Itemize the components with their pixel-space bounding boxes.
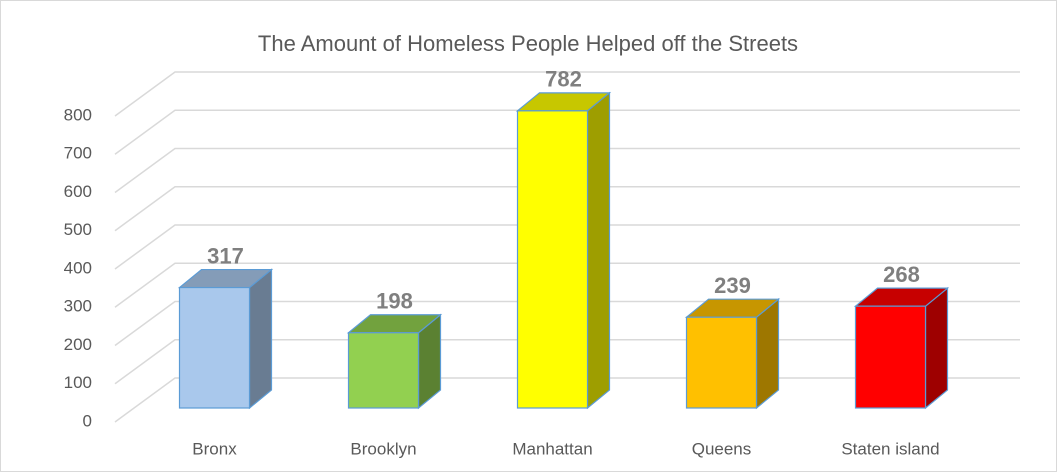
y-tick-label: 400 — [64, 258, 92, 277]
bar-side — [586, 91, 611, 410]
data-label: 239 — [714, 273, 751, 298]
bar-side — [248, 268, 273, 410]
y-tick-label: 600 — [64, 182, 92, 201]
data-label: 268 — [883, 262, 920, 287]
x-tick-label: Queens — [692, 439, 752, 458]
bar — [516, 110, 589, 409]
y-tick-label: 800 — [64, 105, 92, 124]
bar-side — [755, 297, 780, 410]
bar — [178, 286, 251, 409]
y-tick-label: 500 — [64, 220, 92, 239]
grid-line — [114, 262, 1020, 308]
y-tick-label: 0 — [83, 411, 92, 430]
data-label: 317 — [207, 243, 244, 268]
y-tick-label: 300 — [64, 297, 92, 316]
y-tick-label: 200 — [64, 335, 92, 354]
grid-line — [114, 109, 1020, 155]
grid-line — [114, 71, 1020, 117]
chart-title: The Amount of Homeless People Helped off… — [258, 31, 798, 56]
bar — [347, 332, 420, 409]
y-tick-label: 100 — [64, 373, 92, 392]
grid-line — [114, 224, 1020, 270]
bar-side — [924, 286, 949, 410]
y-tick-label: 700 — [64, 144, 92, 163]
grid-line — [114, 147, 1020, 194]
x-tick-label: Staten island — [841, 439, 939, 458]
data-label: 198 — [376, 289, 413, 314]
x-tick-label: Manhattan — [512, 439, 592, 458]
x-tick-label: Bronx — [192, 439, 237, 458]
data-label: 782 — [545, 67, 582, 92]
bar — [685, 316, 758, 409]
x-tick-label: Brooklyn — [350, 439, 416, 458]
grid-line — [114, 186, 1020, 232]
bar — [854, 305, 927, 409]
